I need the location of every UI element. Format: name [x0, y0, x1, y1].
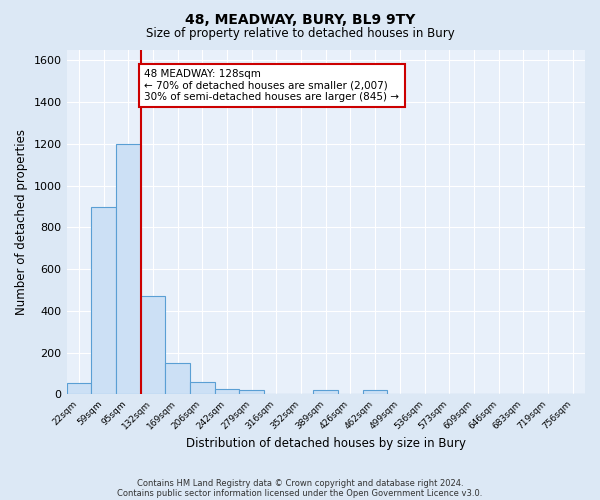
Bar: [190, 382, 215, 394]
Text: Contains public sector information licensed under the Open Government Licence v3: Contains public sector information licen…: [118, 488, 482, 498]
Bar: [313, 390, 338, 394]
Text: Size of property relative to detached houses in Bury: Size of property relative to detached ho…: [146, 28, 454, 40]
Bar: [140, 296, 165, 394]
Bar: [363, 390, 388, 394]
Bar: [116, 144, 140, 395]
Bar: [67, 383, 91, 394]
Bar: [215, 388, 239, 394]
Text: 48 MEADWAY: 128sqm
← 70% of detached houses are smaller (2,007)
30% of semi-deta: 48 MEADWAY: 128sqm ← 70% of detached hou…: [145, 69, 400, 102]
Y-axis label: Number of detached properties: Number of detached properties: [15, 129, 28, 315]
Bar: [91, 206, 116, 394]
Text: 48, MEADWAY, BURY, BL9 9TY: 48, MEADWAY, BURY, BL9 9TY: [185, 12, 415, 26]
X-axis label: Distribution of detached houses by size in Bury: Distribution of detached houses by size …: [186, 437, 466, 450]
Text: Contains HM Land Registry data © Crown copyright and database right 2024.: Contains HM Land Registry data © Crown c…: [137, 478, 463, 488]
Bar: [239, 390, 264, 394]
Bar: [165, 363, 190, 394]
